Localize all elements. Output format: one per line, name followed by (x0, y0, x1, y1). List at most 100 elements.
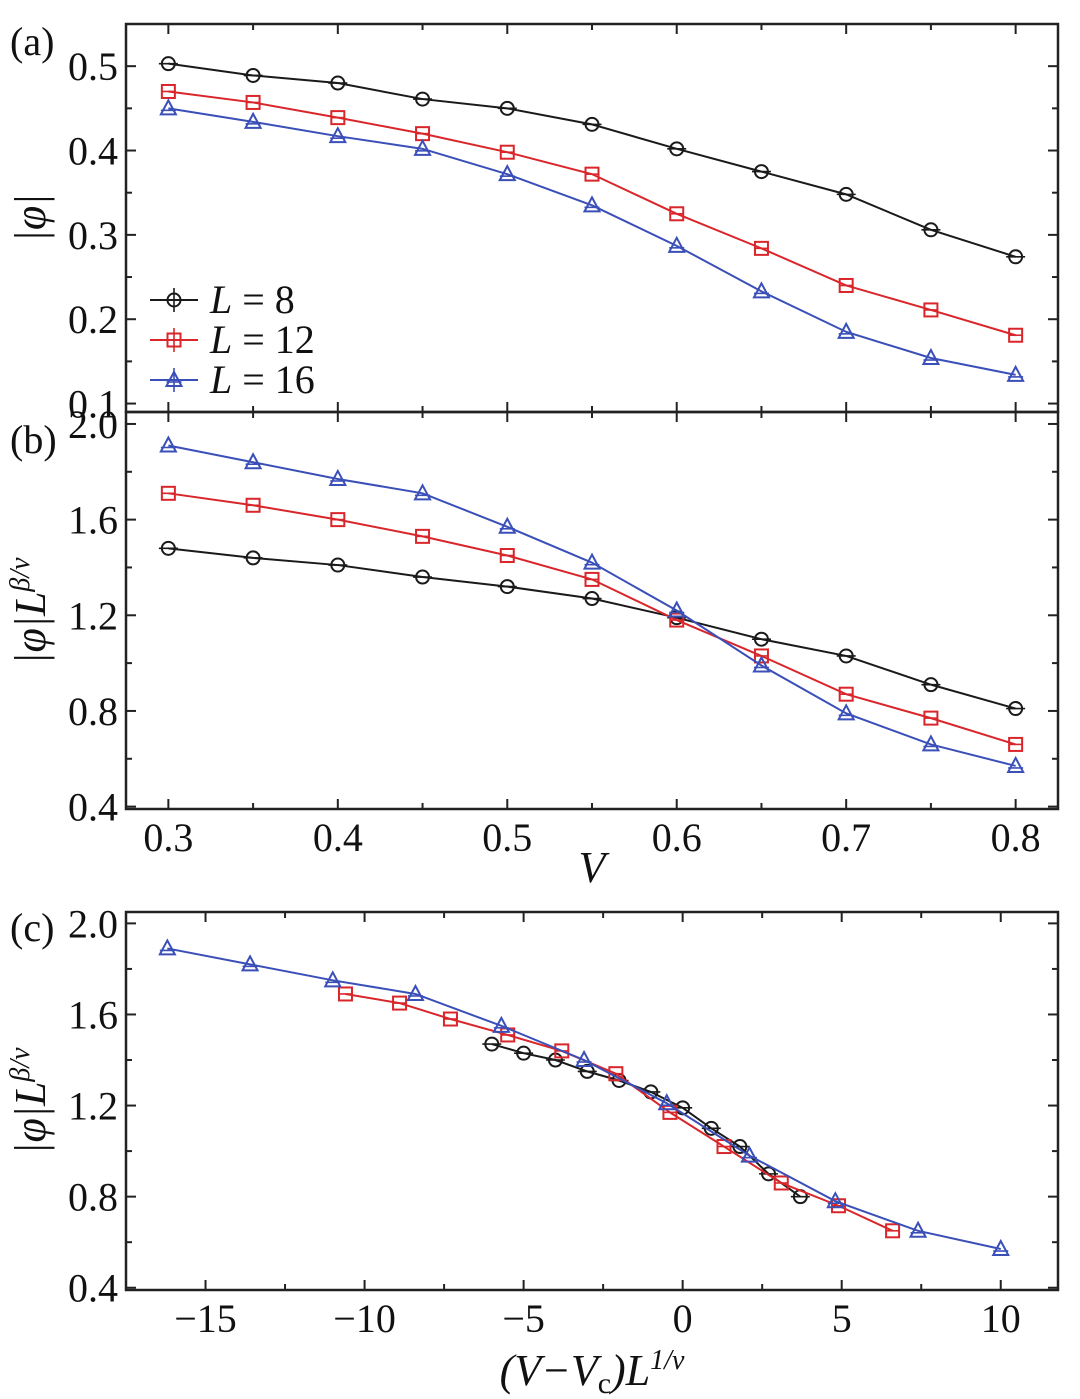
data-point (498, 164, 517, 182)
data-point (1006, 364, 1025, 382)
y-tick-label: 1.2 (68, 593, 118, 638)
legend-item: L = 16 (150, 357, 315, 402)
data-point (837, 321, 856, 339)
panel-c-label: (c) (10, 905, 54, 950)
panel-c-xlabel: (V−Vc)L1/ν (500, 1345, 685, 1399)
data-point (413, 483, 432, 501)
x-tick-label: 0.7 (821, 815, 871, 860)
y-tick-label: 0.3 (68, 213, 118, 258)
data-point (492, 1015, 511, 1033)
x-tick-label: 0.8 (991, 815, 1041, 860)
data-point (667, 600, 686, 618)
y-tick-label: 2.0 (68, 402, 118, 447)
y-tick-label: 0.8 (68, 1175, 118, 1220)
x-tick-label: −15 (174, 1296, 237, 1341)
series-line (167, 947, 1001, 1250)
data-point (159, 98, 178, 116)
data-point (243, 111, 263, 129)
data-point (406, 983, 425, 1001)
data-point (582, 195, 602, 213)
data-point (240, 954, 260, 972)
y-tick-label: 1.6 (68, 992, 118, 1037)
panel-b-label: (b) (10, 417, 57, 462)
data-point (328, 468, 347, 486)
series-line (168, 62, 1016, 258)
data-point (498, 516, 517, 534)
data-point (243, 452, 263, 470)
panel-c-ylabel: |φ|Lβ/ν (5, 1047, 55, 1155)
series-square (160, 485, 1024, 752)
data-point (826, 1191, 845, 1209)
y-tick-label: 1.2 (68, 1084, 118, 1129)
data-point (908, 1220, 928, 1238)
legend-item: L = 8 (150, 277, 295, 322)
series-line (168, 492, 1016, 746)
series-triangle (158, 938, 1010, 1257)
panel-c: (c) |φ|Lβ/ν (V−Vc)L1/ν −15 −10 −5 0 5 10 0.4 0.… (5, 901, 1060, 1399)
panel-1-axes: 0.3 0.4 0.5 0.6 0.7 0.8 0.4 0.8 1.2 1.6 2.0 (68, 402, 1058, 860)
data-point (921, 734, 941, 752)
y-tick-label: 1.6 (68, 498, 118, 543)
series-square (160, 83, 1024, 343)
panel-b-frame (124, 410, 1060, 811)
series-triangle (159, 98, 1025, 382)
data-point (323, 970, 342, 988)
x-tick-label: 10 (981, 1296, 1021, 1341)
series-circle (482, 1036, 810, 1205)
x-tick-label: 0.6 (652, 815, 702, 860)
panel-a-ylabel: |φ| (6, 194, 55, 243)
data-point (1006, 755, 1025, 773)
panel-c-frame (124, 910, 1060, 1292)
data-point (158, 938, 177, 956)
data-point (574, 1049, 594, 1068)
series-line (168, 107, 1016, 376)
series-circle (158, 540, 1026, 717)
data-point (159, 435, 178, 453)
panel-b-ylabel: |φ|Lβ/ν (5, 557, 55, 665)
x-tick-label: 0.4 (313, 815, 363, 860)
series-line (491, 1043, 801, 1198)
panel-0-axes: 0.1 0.2 0.3 0.4 0.5 (68, 24, 1058, 427)
x-tick-label: −5 (502, 1296, 545, 1341)
y-tick-label: 0.5 (68, 44, 118, 89)
data-point (667, 235, 686, 253)
data-point (991, 1238, 1010, 1257)
x-tick-label: 0 (673, 1296, 693, 1341)
legend-item: L = 12 (150, 317, 315, 362)
x-tick-label: 0.5 (482, 815, 532, 860)
data-point (582, 552, 602, 570)
panel-a: (a) |φ| L = 8L = 12L = 16 0.10.20.30.40.… (6, 19, 1060, 427)
panel-b: (b) |φ|Lβ/ν V 0.3 0.4 0.5 0.6 0.7 0.8 0.4 0.8 1.… (5, 402, 1060, 892)
legend-label: L = 16 (209, 357, 315, 402)
series-circle (158, 56, 1026, 265)
data-point (657, 1093, 676, 1111)
y-tick-label: 0.8 (68, 689, 118, 734)
data-point (752, 281, 771, 299)
panel-a-label: (a) (10, 19, 54, 64)
legend-label: L = 8 (209, 277, 295, 322)
x-tick-label: −10 (333, 1296, 396, 1341)
panel-b-xlabel: V (579, 843, 611, 892)
series-square (337, 986, 901, 1239)
panel-2-axes: −15 −10 −5 0 5 10 0.4 0.8 1.2 1.6 2.0 (68, 901, 1058, 1341)
data-point (752, 655, 771, 673)
x-tick-label: 0.3 (143, 815, 193, 860)
y-tick-label: 2.0 (68, 901, 118, 946)
data-point (837, 703, 856, 721)
y-tick-label: 0.4 (68, 785, 118, 830)
legend-label: L = 12 (209, 317, 315, 362)
x-tick-label: 5 (832, 1296, 852, 1341)
y-tick-label: 0.1 (68, 382, 118, 427)
y-tick-label: 0.4 (68, 1266, 118, 1311)
series-triangle (159, 435, 1025, 773)
data-point (413, 138, 432, 156)
y-tick-label: 0.4 (68, 129, 118, 174)
y-tick-label: 0.2 (68, 297, 118, 342)
data-point (328, 126, 347, 144)
series-line (345, 992, 894, 1232)
data-point (921, 347, 941, 366)
data-point (740, 1145, 759, 1163)
legend: L = 8L = 12L = 16 (150, 277, 315, 402)
series-line (168, 444, 1016, 767)
